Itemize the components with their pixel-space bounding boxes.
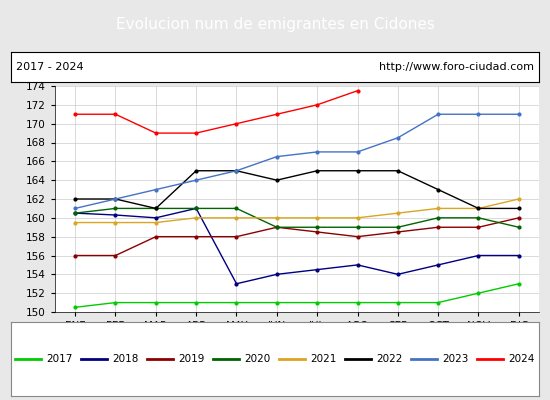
Text: 2017: 2017 <box>47 354 73 364</box>
Text: 2023: 2023 <box>443 354 469 364</box>
Text: 2020: 2020 <box>245 354 271 364</box>
Text: 2024: 2024 <box>509 354 535 364</box>
Text: http://www.foro-ciudad.com: http://www.foro-ciudad.com <box>379 62 534 72</box>
Text: 2019: 2019 <box>179 354 205 364</box>
Text: 2017 - 2024: 2017 - 2024 <box>16 62 84 72</box>
Text: 2018: 2018 <box>113 354 139 364</box>
Text: 2021: 2021 <box>311 354 337 364</box>
Text: Evolucion num de emigrantes en Cidones: Evolucion num de emigrantes en Cidones <box>116 16 435 32</box>
Text: 2022: 2022 <box>377 354 403 364</box>
